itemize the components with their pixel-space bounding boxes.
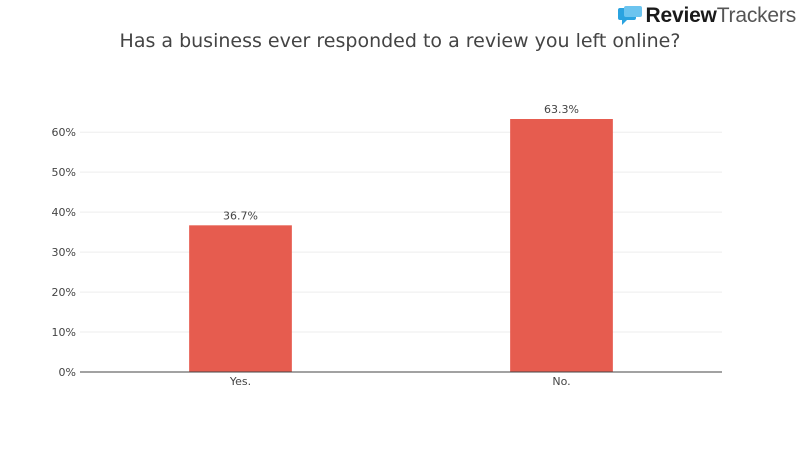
y-tick-label: 20% [52, 286, 76, 299]
speech-bubble-icon [617, 6, 642, 25]
brand-name-part1: Review [645, 4, 717, 27]
brand-logo: ReviewTrackers [617, 4, 797, 28]
y-tick-label: 60% [52, 126, 76, 139]
data-label: 36.7% [223, 209, 258, 222]
y-tick-label: 50% [52, 166, 76, 179]
chart-title: Has a business ever responded to a revie… [119, 30, 681, 52]
x-tick-label: No. [552, 375, 570, 388]
y-tick-label: 30% [52, 246, 76, 259]
bar [189, 225, 292, 372]
y-tick-label: 40% [52, 206, 76, 219]
data-label: 63.3% [544, 103, 579, 116]
bar [510, 119, 613, 372]
brand-name: ReviewTrackers [645, 4, 797, 28]
brand-name-part2: Trackers [716, 4, 796, 27]
y-tick-label: 0% [59, 366, 76, 379]
y-tick-label: 10% [52, 326, 76, 339]
x-tick-label: Yes. [229, 375, 251, 388]
